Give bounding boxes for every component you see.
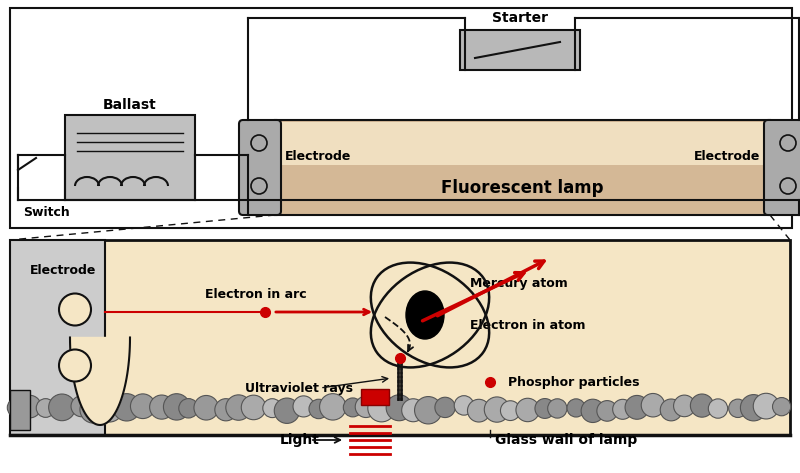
Bar <box>10 8 792 228</box>
Bar <box>65 115 195 200</box>
Text: Starter: Starter <box>492 11 548 25</box>
Circle shape <box>274 398 300 423</box>
Circle shape <box>501 401 520 420</box>
Text: Light: Light <box>280 433 320 447</box>
Bar <box>361 389 389 405</box>
Circle shape <box>130 394 155 419</box>
Text: Phosphor particles: Phosphor particles <box>508 376 639 388</box>
Circle shape <box>319 394 346 420</box>
Circle shape <box>71 396 92 417</box>
Text: Electrode: Electrode <box>285 149 351 163</box>
Circle shape <box>163 394 190 420</box>
Circle shape <box>80 396 107 423</box>
Circle shape <box>293 396 314 417</box>
Circle shape <box>368 394 395 422</box>
Bar <box>10 240 105 435</box>
Text: Electrode: Electrode <box>694 149 760 163</box>
FancyBboxPatch shape <box>764 120 800 215</box>
Circle shape <box>309 399 329 419</box>
Bar <box>10 240 105 435</box>
Circle shape <box>625 395 649 419</box>
Circle shape <box>194 395 218 420</box>
Circle shape <box>741 394 766 421</box>
Circle shape <box>435 397 455 418</box>
Polygon shape <box>70 338 130 425</box>
Circle shape <box>484 397 510 422</box>
Ellipse shape <box>406 291 444 339</box>
Circle shape <box>535 399 555 419</box>
Circle shape <box>597 401 618 421</box>
Circle shape <box>113 394 140 421</box>
Circle shape <box>674 395 695 417</box>
Circle shape <box>7 398 26 417</box>
Circle shape <box>355 396 377 418</box>
Circle shape <box>242 395 266 420</box>
Circle shape <box>581 399 605 422</box>
Circle shape <box>59 350 91 382</box>
Circle shape <box>226 395 251 420</box>
Circle shape <box>516 398 539 421</box>
Circle shape <box>96 394 123 422</box>
Text: Switch: Switch <box>23 205 70 219</box>
Circle shape <box>467 399 490 422</box>
Circle shape <box>729 399 747 418</box>
Text: Electrode: Electrode <box>30 263 96 277</box>
FancyBboxPatch shape <box>239 120 281 215</box>
Circle shape <box>754 393 779 419</box>
Circle shape <box>414 396 442 424</box>
Circle shape <box>660 399 682 421</box>
Bar <box>10 240 790 435</box>
Circle shape <box>178 399 198 418</box>
Circle shape <box>215 399 237 421</box>
Circle shape <box>402 399 425 422</box>
Circle shape <box>386 395 412 421</box>
Text: Electron in arc: Electron in arc <box>205 288 306 300</box>
Text: Ballast: Ballast <box>103 98 157 112</box>
Text: Fluorescent lamp: Fluorescent lamp <box>442 179 604 197</box>
Circle shape <box>613 399 633 419</box>
Bar <box>460 30 580 70</box>
Circle shape <box>343 398 362 417</box>
Circle shape <box>690 394 714 417</box>
Circle shape <box>567 399 585 417</box>
Circle shape <box>36 399 55 417</box>
Circle shape <box>150 395 174 419</box>
Circle shape <box>773 397 790 416</box>
Circle shape <box>642 394 665 417</box>
Circle shape <box>548 399 567 418</box>
Circle shape <box>708 399 728 418</box>
Circle shape <box>59 294 91 325</box>
Bar <box>275 120 770 215</box>
Text: Mercury atom: Mercury atom <box>470 277 568 289</box>
Circle shape <box>454 396 474 415</box>
Circle shape <box>262 399 282 418</box>
Circle shape <box>49 394 75 420</box>
Text: Ultraviolet rays: Ultraviolet rays <box>245 382 353 394</box>
Circle shape <box>18 395 41 418</box>
Text: Glass wall of lamp: Glass wall of lamp <box>495 433 638 447</box>
Bar <box>277 122 768 165</box>
Text: Electron in atom: Electron in atom <box>470 318 586 332</box>
Bar <box>10 390 30 430</box>
